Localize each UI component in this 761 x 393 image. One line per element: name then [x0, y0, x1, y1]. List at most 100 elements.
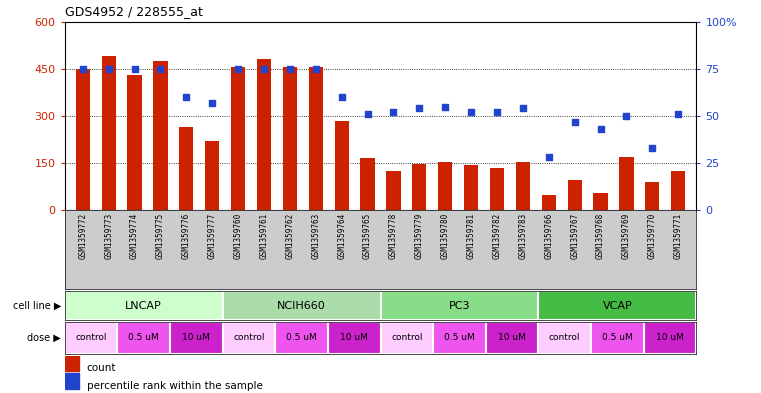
Bar: [65, 322, 117, 354]
Bar: [65, 291, 223, 320]
Point: [103, 66, 115, 72]
Point: [387, 109, 400, 115]
Point: [491, 109, 503, 115]
Text: GSM1359761: GSM1359761: [260, 213, 269, 259]
Point: [258, 66, 270, 72]
Text: control: control: [233, 334, 265, 342]
Text: GSM1359771: GSM1359771: [673, 213, 683, 259]
Bar: [671, 171, 686, 210]
Text: GSM1359779: GSM1359779: [415, 213, 424, 259]
Bar: [223, 322, 275, 354]
Text: GSM1359767: GSM1359767: [570, 213, 579, 259]
Bar: [65, 355, 78, 371]
Text: count: count: [87, 363, 116, 373]
Text: GSM1359762: GSM1359762: [285, 213, 295, 259]
Bar: [594, 193, 607, 210]
Bar: [486, 322, 539, 354]
Bar: [539, 291, 696, 320]
Bar: [438, 162, 452, 210]
Point: [517, 105, 529, 112]
Text: 10 uM: 10 uM: [656, 334, 684, 342]
Bar: [65, 373, 78, 389]
Text: control: control: [75, 334, 107, 342]
Bar: [257, 59, 271, 210]
Text: GSM1359782: GSM1359782: [492, 213, 501, 259]
Text: GSM1359760: GSM1359760: [234, 213, 243, 259]
Bar: [205, 141, 219, 210]
Bar: [170, 322, 223, 354]
Text: GSM1359773: GSM1359773: [104, 213, 113, 259]
Point: [232, 66, 244, 72]
Bar: [223, 291, 380, 320]
Point: [413, 105, 425, 112]
Bar: [433, 322, 486, 354]
Point: [284, 66, 296, 72]
Bar: [275, 322, 328, 354]
Text: 10 uM: 10 uM: [183, 334, 210, 342]
Point: [180, 94, 193, 100]
Bar: [361, 158, 374, 210]
Bar: [539, 322, 591, 354]
Text: PC3: PC3: [449, 301, 470, 310]
Point: [206, 99, 218, 106]
Bar: [180, 127, 193, 210]
Text: GSM1359772: GSM1359772: [78, 213, 88, 259]
Point: [465, 109, 477, 115]
Bar: [231, 67, 245, 210]
Text: GSM1359775: GSM1359775: [156, 213, 165, 259]
Text: 0.5 uM: 0.5 uM: [286, 334, 317, 342]
Text: GSM1359765: GSM1359765: [363, 213, 372, 259]
Text: LNCAP: LNCAP: [126, 301, 162, 310]
Text: 0.5 uM: 0.5 uM: [602, 334, 632, 342]
Text: 0.5 uM: 0.5 uM: [129, 334, 159, 342]
Text: control: control: [549, 334, 581, 342]
Text: GSM1359776: GSM1359776: [182, 213, 191, 259]
Point: [310, 66, 322, 72]
Bar: [412, 164, 426, 210]
Bar: [75, 69, 90, 210]
Bar: [591, 322, 644, 354]
Text: GSM1359769: GSM1359769: [622, 213, 631, 259]
Bar: [464, 165, 478, 210]
Text: NCIH660: NCIH660: [277, 301, 326, 310]
Point: [361, 111, 374, 117]
Bar: [154, 61, 167, 210]
Bar: [380, 291, 539, 320]
Bar: [328, 322, 380, 354]
Bar: [101, 56, 116, 210]
Text: GSM1359768: GSM1359768: [596, 213, 605, 259]
Bar: [644, 322, 696, 354]
Bar: [309, 67, 323, 210]
Text: dose ▶: dose ▶: [27, 333, 61, 343]
Text: GSM1359777: GSM1359777: [208, 213, 217, 259]
Point: [77, 66, 89, 72]
Text: GSM1359774: GSM1359774: [130, 213, 139, 259]
Bar: [542, 195, 556, 210]
Bar: [645, 182, 660, 210]
Text: GSM1359783: GSM1359783: [518, 213, 527, 259]
Point: [620, 113, 632, 119]
Bar: [117, 322, 170, 354]
Text: GSM1359780: GSM1359780: [441, 213, 450, 259]
Text: GSM1359770: GSM1359770: [648, 213, 657, 259]
Bar: [516, 162, 530, 210]
Bar: [490, 168, 504, 210]
Text: VCAP: VCAP: [603, 301, 632, 310]
Text: 10 uM: 10 uM: [340, 334, 368, 342]
Point: [439, 103, 451, 110]
Text: GSM1359781: GSM1359781: [466, 213, 476, 259]
Text: control: control: [391, 334, 422, 342]
Point: [154, 66, 167, 72]
Point: [336, 94, 348, 100]
Text: GSM1359778: GSM1359778: [389, 213, 398, 259]
Point: [543, 154, 555, 161]
Bar: [283, 67, 297, 210]
Text: GSM1359763: GSM1359763: [311, 213, 320, 259]
Text: percentile rank within the sample: percentile rank within the sample: [87, 380, 263, 391]
Text: 10 uM: 10 uM: [498, 334, 526, 342]
Point: [672, 111, 684, 117]
Text: GSM1359766: GSM1359766: [544, 213, 553, 259]
Text: GSM1359764: GSM1359764: [337, 213, 346, 259]
Bar: [127, 75, 142, 210]
Bar: [380, 322, 433, 354]
